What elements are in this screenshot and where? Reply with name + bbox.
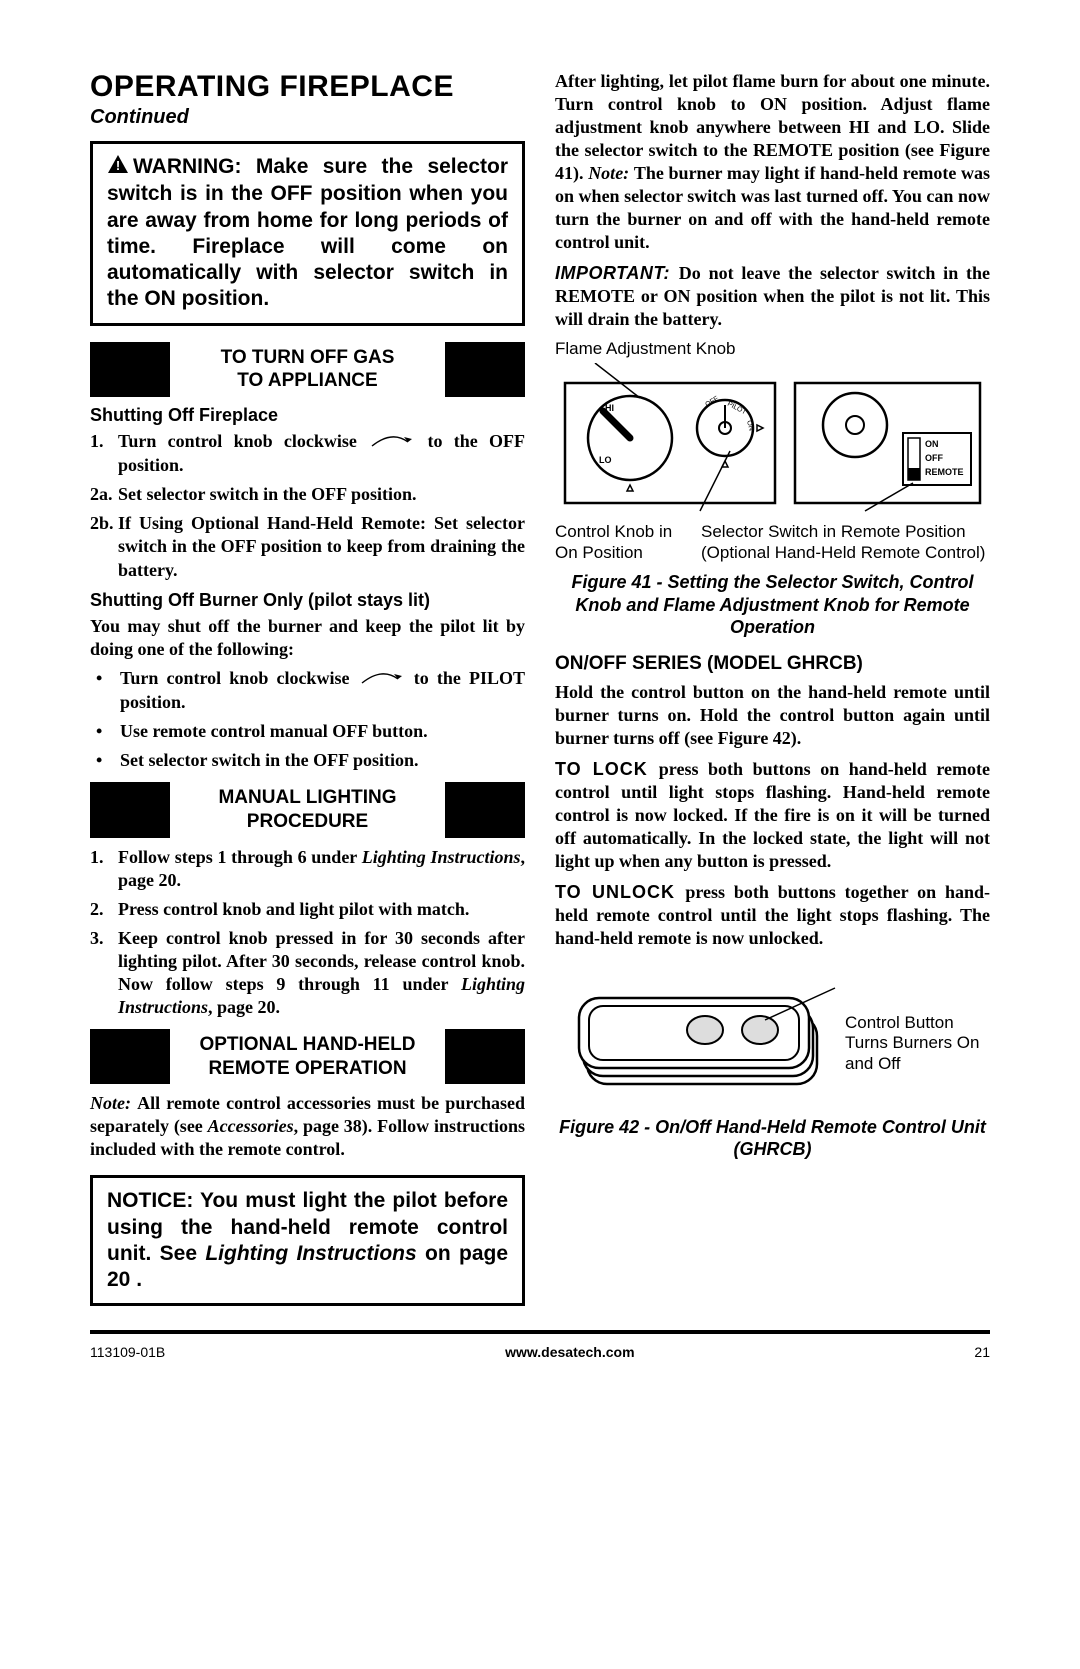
svg-text:!: !: [116, 158, 120, 173]
step-item: 1.Follow steps 1 through 6 under Lightin…: [90, 846, 525, 892]
series-heading: ON/OFF SERIES (MODEL GHRCB): [555, 653, 990, 675]
bullet-item: Set selector switch in the OFF position.: [90, 749, 525, 772]
warning-box: ! WARNING: Make sure the selector switch…: [90, 141, 525, 326]
lock-para: TO LOCK press both buttons on hand-held …: [555, 758, 990, 873]
clockwise-arrow-icon: [360, 668, 404, 691]
right-column: After lighting, let pilot flame burn for…: [555, 70, 990, 1306]
footer-page-number: 21: [974, 1344, 990, 1360]
section-turnoff-label: TO TURN OFF GASTO APPLIANCE: [170, 342, 445, 398]
step-item: 3.Keep control knob pressed in for 30 se…: [90, 927, 525, 1019]
section-manual: MANUAL LIGHTINGPROCEDURE: [90, 782, 525, 838]
step-item: 2.Press control knob and light pilot wit…: [90, 898, 525, 921]
header-block-left: [90, 342, 170, 398]
step-item: 1. Turn control knob clockwise to the OF…: [90, 430, 525, 477]
footer-doc-number: 113109-01B: [90, 1344, 165, 1360]
left-column: OPERATING FIREPLACE Continued ! WARNING:…: [90, 70, 525, 1306]
svg-text:OFF: OFF: [925, 453, 943, 463]
shutting-off-head: Shutting Off Fireplace: [90, 405, 525, 426]
header-block-right: [445, 342, 525, 398]
flame-knob-label: Flame Adjustment Knob: [555, 339, 990, 359]
section-remote-label: OPTIONAL HAND-HELDREMOTE OPERATION: [170, 1029, 445, 1085]
continued-label: Continued: [90, 106, 525, 129]
page-title: OPERATING FIREPLACE: [90, 70, 525, 104]
page-footer: 113109-01B www.desatech.com 21: [90, 1344, 990, 1360]
section-turnoff: TO TURN OFF GASTO APPLIANCE: [90, 342, 525, 398]
clockwise-arrow-icon: [370, 431, 414, 454]
selector-callout: Selector Switch in Remote Position (Opti…: [701, 522, 990, 563]
manual-steps: 1.Follow steps 1 through 6 under Lightin…: [90, 846, 525, 1019]
burner-bullets: Turn control knob clockwise to the PILOT…: [90, 667, 525, 772]
warning-text: WARNING: Make sure the selector switch i…: [107, 155, 508, 310]
header-block-left: [90, 782, 170, 838]
control-button-callout: Control Button Turns Burners On and Off: [845, 1013, 985, 1074]
step-item: 2b.If Using Optional Hand-Held Remote: S…: [90, 512, 525, 581]
svg-text:LO: LO: [599, 455, 612, 465]
header-block-left: [90, 1029, 170, 1085]
control-knob-callout: Control Knob in On Position: [555, 522, 685, 563]
bullet-item: Use remote control manual OFF button.: [90, 720, 525, 743]
header-block-right: [445, 782, 525, 838]
bullet-item: Turn control knob clockwise to the PILOT…: [90, 667, 525, 714]
header-block-right: [445, 1029, 525, 1085]
figure-42-diagram: Control Button Turns Burners On and Off: [555, 958, 990, 1108]
shutoff-steps: 1. Turn control knob clockwise to the OF…: [90, 430, 525, 582]
warning-icon: !: [107, 154, 129, 181]
figure-42-caption: Figure 42 - On/Off Hand-Held Remote Cont…: [555, 1116, 990, 1161]
fig41-callouts: Control Knob in On Position Selector Swi…: [555, 522, 990, 563]
remote-note: Note: All remote control accessories mus…: [90, 1092, 525, 1161]
step-item: 2a.Set selector switch in the OFF positi…: [90, 483, 525, 506]
notice-box: NOTICE: You must light the pilot before …: [90, 1175, 525, 1306]
svg-text:OFF: OFF: [704, 396, 720, 409]
important-para: IMPORTANT: Do not leave the selector swi…: [555, 262, 990, 331]
footer-url: www.desatech.com: [505, 1344, 634, 1360]
svg-text:ON: ON: [745, 420, 754, 432]
figure-41-caption: Figure 41 - Setting the Selector Switch,…: [555, 571, 990, 639]
unlock-para: TO UNLOCK press both buttons together on…: [555, 881, 990, 950]
svg-text:HI: HI: [605, 403, 614, 413]
section-remote: OPTIONAL HAND-HELDREMOTE OPERATION: [90, 1029, 525, 1085]
svg-text:ON: ON: [925, 439, 939, 449]
shutting-burner-head: Shutting Off Burner Only (pilot stays li…: [90, 590, 525, 611]
burner-intro: You may shut off the burner and keep the…: [90, 615, 525, 661]
after-lighting-para: After lighting, let pilot flame burn for…: [555, 70, 990, 254]
content-columns: OPERATING FIREPLACE Continued ! WARNING:…: [90, 70, 990, 1334]
series-para1: Hold the control button on the hand-held…: [555, 681, 990, 750]
figure-41-diagram: HI LO OFF PILOT ON: [555, 363, 990, 518]
section-manual-label: MANUAL LIGHTINGPROCEDURE: [170, 782, 445, 838]
svg-text:REMOTE: REMOTE: [925, 467, 964, 477]
